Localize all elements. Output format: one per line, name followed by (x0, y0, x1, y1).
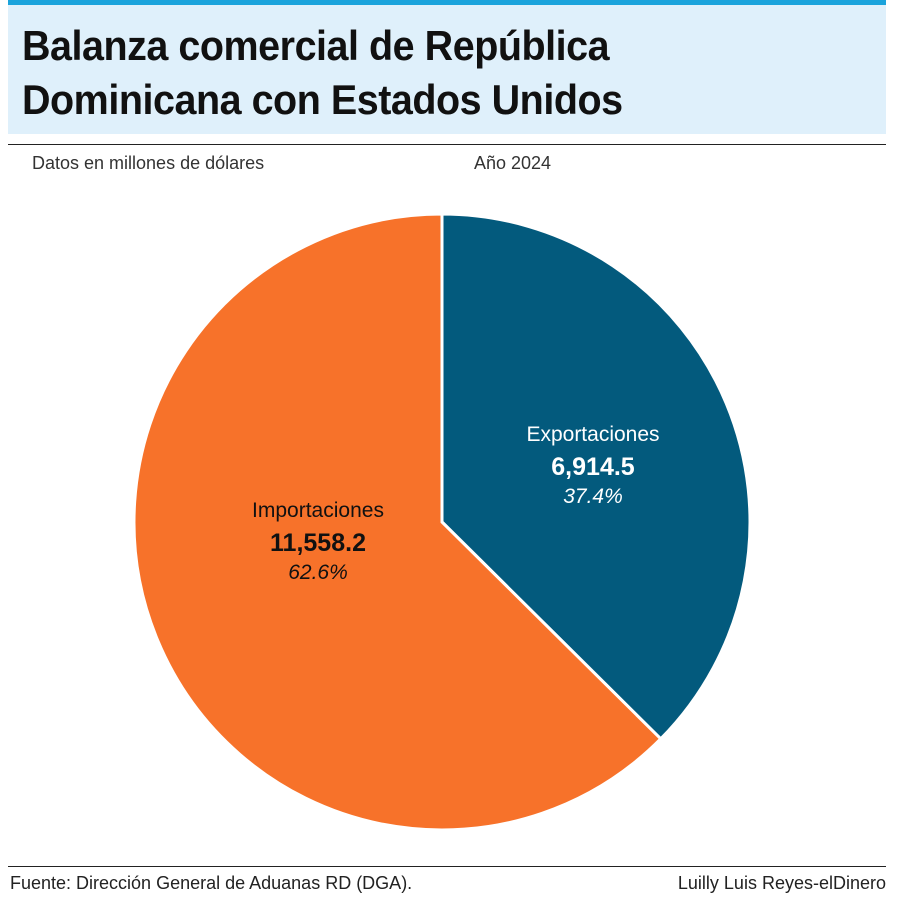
slice-label-exportaciones: Exportaciones (526, 423, 659, 446)
chart-title: Balanza comercial de República Dominican… (22, 19, 830, 127)
year-label: Año 2024 (474, 153, 552, 173)
slice-label-importaciones: Importaciones (252, 499, 384, 522)
title-line-1: Balanza comercial de República (22, 22, 610, 69)
title-line-2: Dominicana con Estados Unidos (22, 76, 623, 123)
slice-value-exportaciones: 6,914.5 (551, 453, 635, 481)
pie-slice-exportaciones (440, 212, 752, 741)
slice-percent-importaciones: 62.6% (288, 561, 348, 584)
author-credit: Luilly Luis Reyes-elDinero (677, 873, 886, 893)
pie-slice-importaciones (132, 212, 663, 832)
slice-percent-exportaciones: 37.4% (563, 485, 623, 508)
units-note: Datos en millones de dólares (32, 153, 265, 173)
source-note: Fuente: Dirección General de Aduanas RD … (10, 873, 413, 893)
bottom-divider (8, 866, 886, 867)
slice-value-importaciones: 11,558.2 (270, 529, 366, 557)
title-band: Balanza comercial de República Dominican… (8, 0, 886, 134)
top-divider (8, 144, 886, 145)
